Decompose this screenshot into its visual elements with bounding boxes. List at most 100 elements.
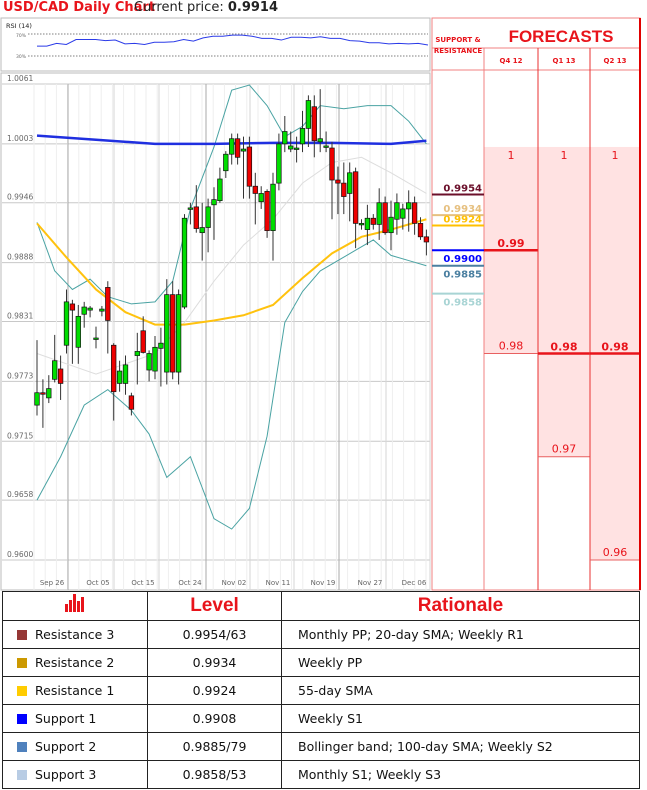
candle-up xyxy=(217,178,223,202)
sr-header-2: RESISTANCE xyxy=(434,47,483,55)
rsi-30-label: 30% xyxy=(16,54,27,60)
candle-up xyxy=(87,307,93,311)
forecast-column-label: Q1 13 xyxy=(553,57,576,65)
header-level: Level xyxy=(147,591,282,621)
forecast-column-label: Q2 13 xyxy=(604,57,627,65)
color-swatch-icon xyxy=(17,630,27,640)
candle-up xyxy=(406,202,412,210)
color-swatch-icon xyxy=(17,714,27,724)
candle-up xyxy=(299,128,306,145)
candle-up xyxy=(75,315,81,348)
level-rationale: 55-day SMA xyxy=(281,676,640,705)
candle-up xyxy=(293,147,300,150)
candle-up xyxy=(223,153,229,172)
color-swatch-icon xyxy=(17,658,27,668)
candle-up xyxy=(81,306,87,315)
level-value: 0.9858/53 xyxy=(147,760,282,789)
candle-up xyxy=(388,216,394,234)
table-row: Resistance 2 0.9934 Weekly PP xyxy=(2,648,640,677)
x-axis-labels: Sep 26 Oct 05 Oct 15 Oct 24 Nov 02 Nov 11 Nov … xyxy=(40,579,427,587)
level-name: Resistance 3 xyxy=(35,627,115,642)
header-rationale: Rationale xyxy=(281,591,640,621)
chart-title: USD/CAD Daily Chart xyxy=(3,0,156,15)
candle-up xyxy=(229,138,235,155)
sr-level-label: 0.9954 xyxy=(443,183,482,194)
level-name-cell: Resistance 1 xyxy=(2,676,148,705)
candle-up xyxy=(146,353,152,371)
candle-down xyxy=(193,206,199,229)
candle-up xyxy=(187,207,194,210)
level-name: Support 1 xyxy=(35,711,97,726)
candle-down xyxy=(411,202,418,224)
candle-down xyxy=(252,185,258,194)
candle-up xyxy=(347,172,353,194)
forecast-high-label: 1 xyxy=(612,149,619,162)
y-tick-label: 1.0061 xyxy=(7,74,33,83)
candle-down xyxy=(57,368,64,384)
table-row: Support 1 0.9908 Weekly S1 xyxy=(2,704,640,733)
bollinger-lower-line xyxy=(36,239,427,530)
level-name-cell: Resistance 2 xyxy=(2,648,148,677)
candle-down xyxy=(264,191,270,231)
candle-down xyxy=(370,217,376,225)
table-row: Support 2 0.9885/79 Bollinger band; 100-… xyxy=(2,732,640,761)
candle-down xyxy=(105,287,111,321)
level-value: 0.9934 xyxy=(147,648,282,677)
forecasts-title: FORECASTS xyxy=(509,27,614,46)
x-tick-label: Oct 15 xyxy=(131,579,154,587)
candle-down xyxy=(335,179,341,184)
candle-up xyxy=(99,308,105,312)
level-name: Support 3 xyxy=(35,767,97,782)
candles xyxy=(34,89,430,428)
level-rationale: Monthly PP; 20-day SMA; Weekly R1 xyxy=(281,620,640,649)
color-swatch-icon xyxy=(17,686,27,696)
candle-down xyxy=(311,106,317,142)
candle-up xyxy=(52,360,58,380)
y-tick-label: 0.9888 xyxy=(7,253,33,262)
candle-down xyxy=(352,171,359,224)
forecast-low-label: 0.97 xyxy=(552,443,577,456)
candle-up xyxy=(63,301,70,346)
candle-up xyxy=(46,388,52,399)
sma55-line xyxy=(36,218,427,326)
candle-up xyxy=(358,223,365,226)
x-tick-label: Oct 05 xyxy=(86,579,109,587)
levels-table: Level Rationale Resistance 3 0.9954/63 M… xyxy=(2,591,640,789)
x-tick-label: Nov 11 xyxy=(266,579,291,587)
candle-down xyxy=(111,344,117,393)
candle-up xyxy=(158,342,164,349)
candle-up xyxy=(305,100,312,129)
x-tick-label: Sep 26 xyxy=(40,579,65,587)
candle-up xyxy=(400,208,406,219)
level-rationale: Bollinger band; 100-day SMA; Weekly S2 xyxy=(281,732,640,761)
grid xyxy=(2,83,431,590)
candle-up xyxy=(240,148,247,152)
table-row: Support 3 0.9858/53 Monthly S1; Weekly S… xyxy=(2,760,640,789)
candle-up xyxy=(181,217,188,308)
candle-up xyxy=(134,351,140,356)
forecast-low-label: 0.98 xyxy=(499,339,524,352)
candle-down xyxy=(140,330,146,353)
level-value: 0.9885/79 xyxy=(147,732,282,761)
header-icon-cell xyxy=(2,591,148,621)
candle-up xyxy=(199,227,205,234)
bar-chart-icon xyxy=(65,594,84,612)
y-tick-label: 0.9831 xyxy=(7,311,33,320)
x-tick-label: Nov 02 xyxy=(222,579,247,587)
candle-up xyxy=(364,217,371,230)
level-name-cell: Support 1 xyxy=(2,704,148,733)
candle-up xyxy=(317,138,323,143)
y-tick-label: 0.9658 xyxy=(7,490,33,499)
level-value: 0.9954/63 xyxy=(147,620,282,649)
level-name: Support 2 xyxy=(35,739,97,754)
y-tick-label: 0.9715 xyxy=(7,431,33,440)
candle-down xyxy=(246,146,253,187)
candle-up xyxy=(205,206,211,228)
forecast-panel: Q4 12 1 0.99 0.98 Q1 13 1 0.98 0.97 Q2 13 1 0.98 0.… xyxy=(431,17,641,591)
candle-up xyxy=(258,193,264,203)
level-name-cell: Support 3 xyxy=(2,760,148,789)
candle-up xyxy=(122,364,129,384)
current-price: Current price: 0.9914 xyxy=(134,0,278,15)
candle-down xyxy=(417,223,424,238)
table-header-row: Level Rationale xyxy=(2,591,640,621)
